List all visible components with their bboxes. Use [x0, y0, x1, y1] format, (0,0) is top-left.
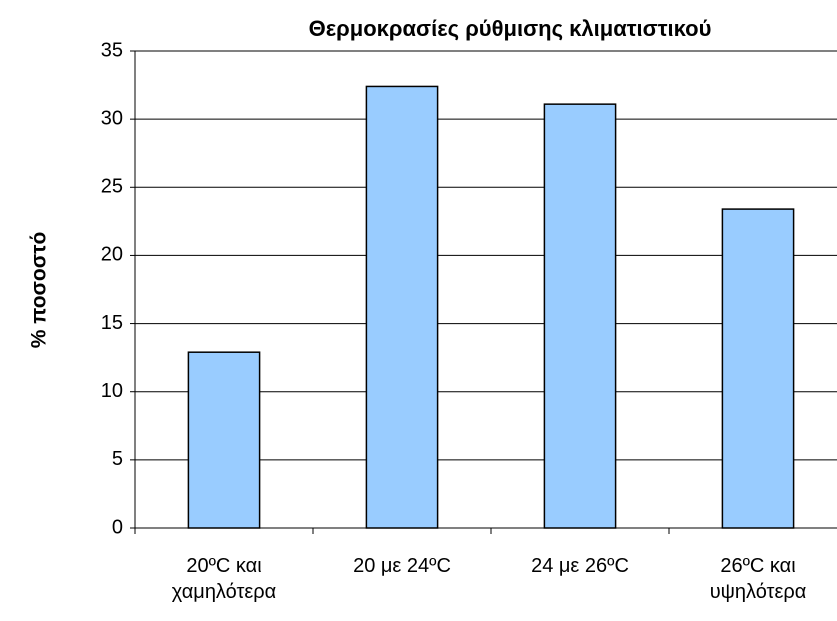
y-tick-label: 15 [101, 312, 123, 334]
y-tick-label: 35 [101, 39, 123, 61]
bar [365, 85, 439, 529]
y-tick-label: 10 [101, 380, 123, 402]
y-axis-label: % ποσοστό [28, 232, 51, 349]
y-tick-label: 30 [101, 107, 123, 129]
x-tick-label: 20ºC και χαμηλότερα [172, 555, 276, 603]
y-tick-label: 5 [112, 448, 123, 470]
chart-title: Θερμοκρασίες ρύθμισης κλιματιστικού [309, 16, 712, 41]
x-tick-label: 20 με 24ºC [353, 555, 451, 577]
x-tick-label: 26ºC και υψηλότερα [710, 555, 807, 603]
bar [543, 103, 617, 529]
x-tick-label: 24 με 26ºC [531, 555, 629, 577]
y-tick-label: 20 [101, 244, 123, 266]
y-tick-label: 0 [112, 516, 123, 538]
bar [187, 351, 261, 529]
bar [721, 208, 795, 529]
y-tick-label: 25 [101, 176, 123, 198]
